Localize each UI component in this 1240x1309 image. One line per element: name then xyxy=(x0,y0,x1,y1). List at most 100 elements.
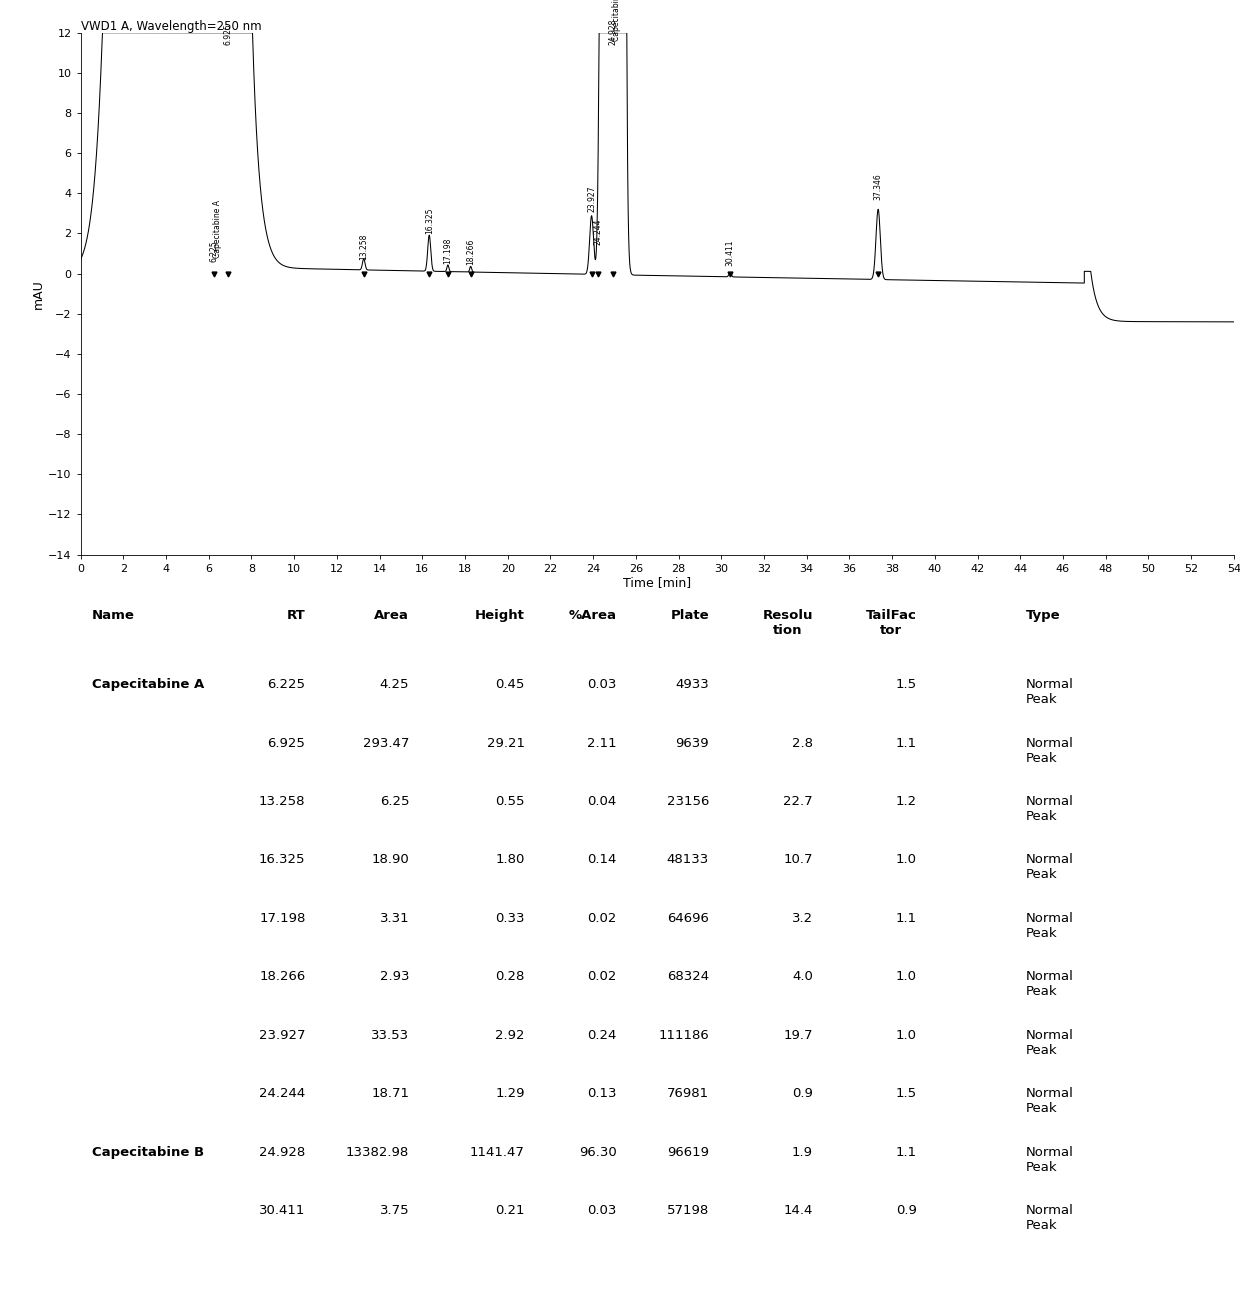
Text: 2.93: 2.93 xyxy=(379,970,409,983)
Text: VWD1 A, Wavelength=250 nm: VWD1 A, Wavelength=250 nm xyxy=(81,20,262,33)
Text: 68324: 68324 xyxy=(667,970,709,983)
Text: 30.411: 30.411 xyxy=(259,1204,305,1217)
Text: 6.925: 6.925 xyxy=(268,737,305,750)
Text: Normal
Peak: Normal Peak xyxy=(1027,1088,1074,1115)
Text: Normal
Peak: Normal Peak xyxy=(1027,1145,1074,1174)
Text: 76981: 76981 xyxy=(667,1088,709,1101)
Y-axis label: mAU: mAU xyxy=(32,279,46,309)
Text: RT: RT xyxy=(286,609,305,622)
Text: 0.24: 0.24 xyxy=(588,1029,616,1042)
Text: Resolu
tion: Resolu tion xyxy=(763,609,813,637)
Text: 1.1: 1.1 xyxy=(895,1145,916,1158)
Text: 1.80: 1.80 xyxy=(495,853,525,867)
Text: 0.55: 0.55 xyxy=(495,795,525,808)
Text: 0.13: 0.13 xyxy=(588,1088,616,1101)
Text: Plate: Plate xyxy=(671,609,709,622)
Text: 96619: 96619 xyxy=(667,1145,709,1158)
Text: 0.04: 0.04 xyxy=(588,795,616,808)
Text: 18.71: 18.71 xyxy=(371,1088,409,1101)
Text: Normal
Peak: Normal Peak xyxy=(1027,853,1074,881)
Text: 30.411: 30.411 xyxy=(725,240,734,266)
Text: 23156: 23156 xyxy=(667,795,709,808)
X-axis label: Time [min]: Time [min] xyxy=(624,576,691,589)
Text: 37.346: 37.346 xyxy=(874,174,883,200)
Text: 0.9: 0.9 xyxy=(792,1088,813,1101)
Text: 13.258: 13.258 xyxy=(259,795,305,808)
Text: 1.29: 1.29 xyxy=(495,1088,525,1101)
Text: 6.25: 6.25 xyxy=(379,795,409,808)
Text: 4.25: 4.25 xyxy=(379,678,409,691)
Text: 4933: 4933 xyxy=(676,678,709,691)
Text: Normal
Peak: Normal Peak xyxy=(1027,737,1074,764)
Text: Type: Type xyxy=(1027,609,1061,622)
Text: 29.21: 29.21 xyxy=(486,737,525,750)
Text: %Area: %Area xyxy=(569,609,616,622)
Text: TailFac
tor: TailFac tor xyxy=(866,609,916,637)
Text: 0.9: 0.9 xyxy=(895,1204,916,1217)
Text: 6.225: 6.225 xyxy=(210,240,218,262)
Text: Normal
Peak: Normal Peak xyxy=(1027,678,1074,706)
Text: 0.03: 0.03 xyxy=(588,1204,616,1217)
Text: 13.258: 13.258 xyxy=(360,233,368,259)
Text: 293.47: 293.47 xyxy=(363,737,409,750)
Text: Normal
Peak: Normal Peak xyxy=(1027,1029,1074,1056)
Text: 19.7: 19.7 xyxy=(784,1029,813,1042)
Text: 1.1: 1.1 xyxy=(895,737,916,750)
Text: 1.9: 1.9 xyxy=(792,1145,813,1158)
Text: 17.198: 17.198 xyxy=(444,237,453,264)
Text: 24.244: 24.244 xyxy=(594,219,603,245)
Text: 1.0: 1.0 xyxy=(895,853,916,867)
Text: 3.75: 3.75 xyxy=(379,1204,409,1217)
Text: 24.244: 24.244 xyxy=(259,1088,305,1101)
Text: 6.225: 6.225 xyxy=(268,678,305,691)
Text: 48133: 48133 xyxy=(667,853,709,867)
Text: 1.5: 1.5 xyxy=(895,678,916,691)
Text: 3.31: 3.31 xyxy=(379,912,409,925)
Text: 96.30: 96.30 xyxy=(579,1145,616,1158)
Text: 0.02: 0.02 xyxy=(588,912,616,925)
Text: Normal
Peak: Normal Peak xyxy=(1027,795,1074,823)
Text: 24.928: 24.928 xyxy=(609,18,618,45)
Text: 2.92: 2.92 xyxy=(495,1029,525,1042)
Text: 23.927: 23.927 xyxy=(259,1029,305,1042)
Text: 13382.98: 13382.98 xyxy=(346,1145,409,1158)
Text: Capecitabine A: Capecitabine A xyxy=(92,678,205,691)
Text: 16.325: 16.325 xyxy=(425,208,434,234)
Text: 1.0: 1.0 xyxy=(895,1029,916,1042)
Text: 6.925: 6.925 xyxy=(224,24,233,45)
Text: 3.2: 3.2 xyxy=(792,912,813,925)
Text: 10.7: 10.7 xyxy=(784,853,813,867)
Text: 33.53: 33.53 xyxy=(371,1029,409,1042)
Text: 0.02: 0.02 xyxy=(588,970,616,983)
Text: Name: Name xyxy=(92,609,135,622)
Text: 22.7: 22.7 xyxy=(784,795,813,808)
Text: 16.325: 16.325 xyxy=(259,853,305,867)
Text: 57198: 57198 xyxy=(667,1204,709,1217)
Text: 18.266: 18.266 xyxy=(259,970,305,983)
Text: 18.266: 18.266 xyxy=(466,238,475,264)
Text: Area: Area xyxy=(374,609,409,622)
Text: Capecitabine A: Capecitabine A xyxy=(213,199,222,258)
Text: 14.4: 14.4 xyxy=(784,1204,813,1217)
Text: 0.33: 0.33 xyxy=(495,912,525,925)
Text: 17.198: 17.198 xyxy=(259,912,305,925)
Text: 1.2: 1.2 xyxy=(895,795,916,808)
Text: 4.0: 4.0 xyxy=(792,970,813,983)
Text: 2.8: 2.8 xyxy=(792,737,813,750)
Text: 24.928: 24.928 xyxy=(259,1145,305,1158)
Text: 0.14: 0.14 xyxy=(588,853,616,867)
Text: 0.45: 0.45 xyxy=(495,678,525,691)
Text: 64696: 64696 xyxy=(667,912,709,925)
Text: Capecitabine B: Capecitabine B xyxy=(92,1145,205,1158)
Text: 1141.47: 1141.47 xyxy=(470,1145,525,1158)
Text: 0.03: 0.03 xyxy=(588,678,616,691)
Text: Normal
Peak: Normal Peak xyxy=(1027,1204,1074,1232)
Text: Normal
Peak: Normal Peak xyxy=(1027,912,1074,940)
Text: 1.5: 1.5 xyxy=(895,1088,916,1101)
Text: Height: Height xyxy=(475,609,525,622)
Text: 2.11: 2.11 xyxy=(588,737,616,750)
Text: 23.927: 23.927 xyxy=(587,186,596,212)
Text: Capecitabine B: Capecitabine B xyxy=(613,0,621,41)
Text: 1.0: 1.0 xyxy=(895,970,916,983)
Text: 9639: 9639 xyxy=(676,737,709,750)
